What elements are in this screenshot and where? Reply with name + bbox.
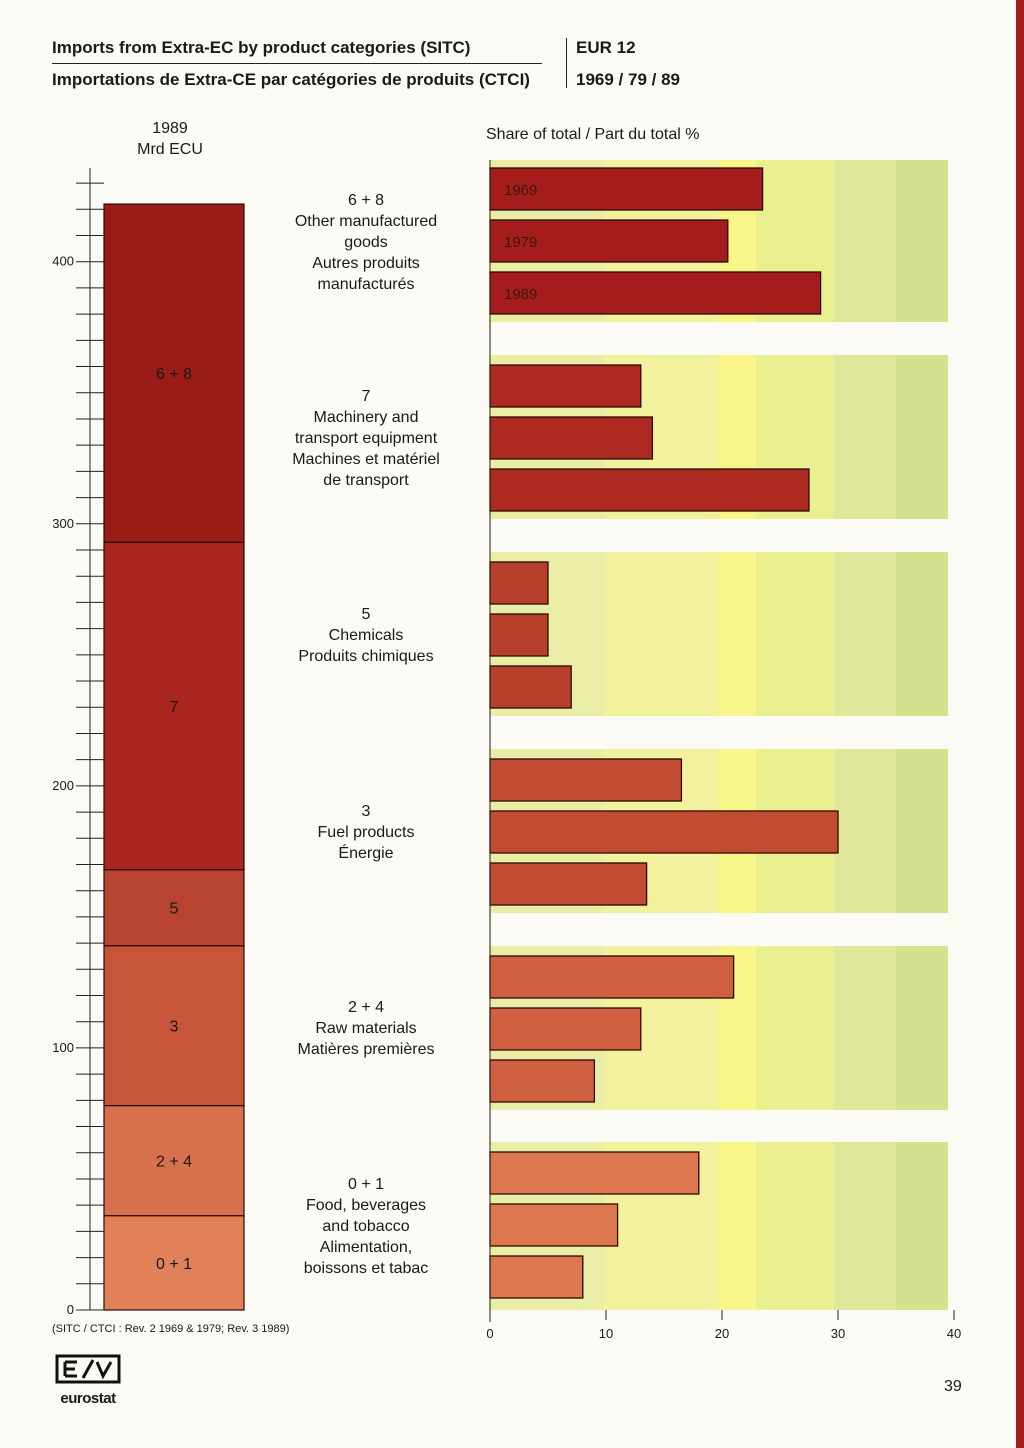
category-label-line: Chemicals — [328, 627, 404, 644]
category-label-line: 0 + 1 — [347, 1176, 385, 1193]
share-bar — [489, 1059, 596, 1103]
category-label-line: and tobacco — [322, 1218, 410, 1235]
share-bar — [489, 1255, 584, 1299]
category-label-line: goods — [344, 234, 388, 251]
share-bar — [489, 561, 549, 605]
category-label: 0 + 1 Food, beverages and tobacco Alimentat… — [268, 1174, 464, 1279]
header-vertical-divider — [566, 38, 567, 88]
category-label-line: boissons et tabac — [303, 1260, 429, 1277]
stack-segment — [103, 541, 245, 871]
y-tick-label: 0 — [67, 1302, 74, 1317]
category-label-line: Food, beverages — [305, 1197, 427, 1214]
share-bar — [489, 955, 735, 999]
share-bar — [489, 271, 822, 315]
stack-segment-label: 5 — [170, 901, 179, 918]
stacked-chart-year: 1989 — [152, 120, 188, 137]
stack-segment — [103, 1104, 245, 1217]
group-separator — [491, 1110, 951, 1142]
share-bar — [489, 1203, 619, 1247]
category-label-line: Autres produits — [312, 255, 420, 272]
x-tick-label: 40 — [947, 1326, 961, 1341]
category-label-line: 3 — [361, 803, 371, 820]
y-tick-label: 100 — [52, 1040, 74, 1055]
category-label: 7 Machinery and transport equipment Machine… — [268, 386, 464, 491]
y-tick-label: 300 — [52, 516, 74, 531]
stack-segment — [103, 203, 245, 543]
share-bar — [489, 1151, 700, 1195]
share-bar — [489, 468, 810, 512]
stack-segment-label: 0 + 1 — [156, 1256, 192, 1273]
stack-segment-label: 2 + 4 — [156, 1154, 192, 1171]
category-label-line: 2 + 4 — [347, 999, 385, 1016]
category-label-line: Other manufactured — [294, 213, 438, 230]
x-tick-label: 10 — [599, 1326, 613, 1341]
y-tick-label: 400 — [52, 254, 74, 269]
group-separator — [491, 519, 951, 552]
series-year-label: 1969 — [504, 182, 537, 199]
group-separator — [491, 322, 951, 355]
title-english: Imports from Extra-EC by product categor… — [52, 38, 471, 57]
series-year-label: 1979 — [504, 234, 537, 251]
page-number: 39 — [944, 1378, 962, 1395]
category-label-line: Matières premières — [297, 1041, 435, 1058]
x-tick-label: 20 — [715, 1326, 729, 1341]
x-tick-label: 0 — [486, 1326, 493, 1341]
category-label: 6 + 8 Other manufactured goods Autres produ… — [268, 190, 464, 295]
share-bar — [489, 167, 764, 211]
category-label-line: Fuel products — [317, 824, 415, 841]
category-label-line: 7 — [361, 388, 371, 405]
share-bar — [489, 665, 572, 709]
stacked-chart-header: 1989 Mrd ECU — [110, 118, 230, 160]
category-label-line: Alimentation, — [319, 1239, 413, 1256]
share-bar — [489, 1007, 642, 1051]
stack-segment-label: 6 + 8 — [156, 366, 192, 383]
category-label-line: de transport — [323, 472, 409, 489]
category-label: 3 Fuel products Énergie — [268, 801, 464, 864]
stack-segment-label: 7 — [170, 699, 179, 716]
category-label: 5 Chemicals Produits chimiques — [268, 604, 464, 667]
category-label-line: Produits chimiques — [298, 648, 434, 665]
share-bar — [489, 416, 654, 460]
category-label-line: Machinery and — [313, 409, 419, 426]
group-separator — [491, 716, 951, 749]
years-label: 1969 / 79 / 89 — [576, 70, 680, 89]
footnote: (SITC / CTCI : Rev. 2 1969 & 1979; Rev. … — [52, 1323, 290, 1335]
eurostat-logo: eurostat — [52, 1354, 124, 1407]
eurostat-logo-icon — [55, 1354, 121, 1384]
stack-segment — [103, 1215, 245, 1311]
x-tick-label: 30 — [831, 1326, 845, 1341]
share-bar — [489, 810, 839, 854]
title-french: Importations de Extra-CE par catégories … — [52, 70, 530, 89]
logo-text: eurostat — [60, 1390, 116, 1407]
share-chart-title: Share of total / Part du total % — [486, 126, 700, 143]
category-label-line: transport equipment — [294, 430, 438, 447]
category-label: 2 + 4 Raw materials Matières premières — [268, 997, 464, 1060]
share-bar — [489, 364, 642, 408]
page-edge-band — [1016, 0, 1024, 1448]
y-tick-label: 200 — [52, 778, 74, 793]
category-label-line: 6 + 8 — [347, 192, 385, 209]
share-bar — [489, 219, 729, 263]
group-separator — [491, 913, 951, 946]
category-label-line: 5 — [361, 606, 371, 623]
share-bar — [489, 758, 683, 802]
share-bar — [489, 862, 648, 906]
title-divider — [52, 63, 542, 64]
category-label-line: manufacturés — [317, 276, 415, 293]
region-label: EUR 12 — [576, 38, 636, 57]
category-label-line: Machines et matériel — [292, 451, 440, 468]
category-label-line: Raw materials — [315, 1020, 417, 1037]
share-bar — [489, 613, 549, 657]
stack-segment-label: 3 — [170, 1019, 179, 1036]
category-label-line: Énergie — [338, 845, 394, 862]
stacked-chart-unit: Mrd ECU — [137, 141, 203, 158]
series-year-label: 1989 — [504, 286, 537, 303]
